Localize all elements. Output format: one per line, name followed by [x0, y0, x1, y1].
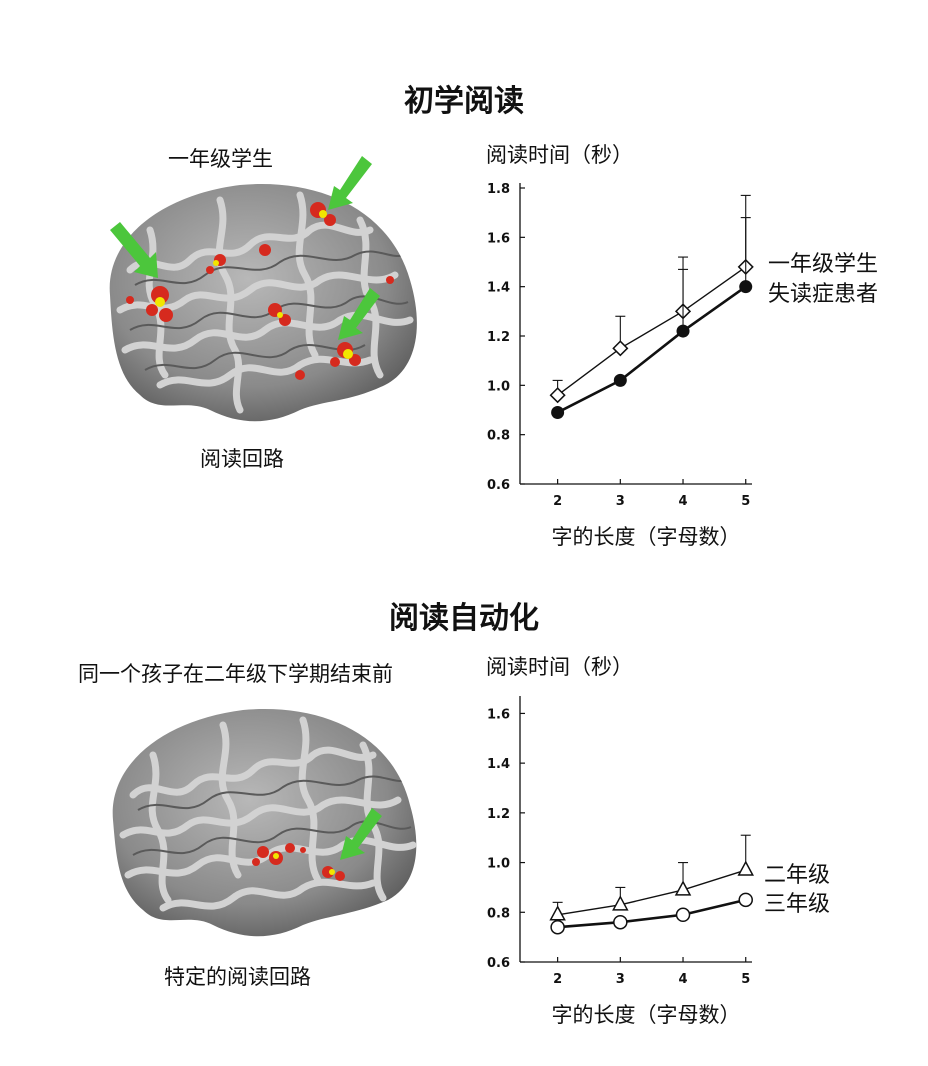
green-arrow-icon: [340, 808, 382, 860]
series-line-2: [557, 898, 747, 929]
y-tick-label: 1.6: [487, 231, 510, 246]
x-tick-label: 3: [616, 972, 625, 987]
brain-image-top: [109, 184, 417, 422]
x-axis-label: 字的长度（字母数）: [552, 1003, 741, 1027]
y-tick-label: 1.2: [487, 807, 510, 822]
section-title-bottom: 阅读自动化: [389, 601, 539, 636]
y-tick-label: 1.2: [487, 330, 510, 345]
brain-caption-bottom-1: 同一个孩子在二年级下学期结束前: [78, 662, 393, 686]
data-point: [738, 892, 753, 908]
legend-bottom-2: 三年级: [764, 892, 831, 917]
series-line-1: [557, 869, 746, 916]
x-tick-label: 4: [679, 972, 688, 987]
data-point: [612, 340, 629, 357]
legend-top-1: 一年级学生: [768, 252, 879, 277]
y-axis-label: 阅读时间（秒）: [486, 143, 633, 167]
y-axis-label: 阅读时间（秒）: [486, 655, 633, 679]
arrow-bottom: [340, 808, 382, 860]
y-tick-label: 1.6: [487, 707, 510, 722]
brain-caption-top-2: 阅读回路: [200, 447, 284, 471]
y-tick-label: 0.6: [487, 956, 510, 971]
legend-top-2: 失读症患者: [768, 282, 879, 307]
x-tick-label: 2: [553, 494, 562, 509]
y-tick-label: 0.8: [487, 429, 510, 444]
series-line-2: [557, 285, 747, 414]
x-tick-label: 5: [741, 494, 750, 509]
green-arrow-icon: [110, 222, 158, 278]
series-line-1: [557, 266, 747, 396]
data-point: [674, 880, 692, 896]
y-tick-label: 1.8: [487, 182, 510, 197]
data-point: [676, 324, 690, 338]
data-point: [551, 405, 565, 419]
data-point: [549, 387, 566, 404]
y-tick-label: 0.6: [487, 478, 510, 493]
green-arrow-icon: [338, 288, 380, 340]
y-tick-label: 1.0: [487, 379, 510, 394]
x-tick-label: 4: [679, 494, 688, 509]
section-title-top: 初学阅读: [404, 84, 524, 119]
data-point: [675, 907, 691, 923]
y-tick-label: 1.0: [487, 857, 510, 872]
green-arrow-icon: [328, 156, 372, 210]
brain-caption-bottom-2: 特定的阅读回路: [164, 965, 311, 989]
arrows-top: [110, 156, 380, 340]
chart-top: 阅读时间（秒） 0.6 0.8 1.0 1.2 1.4 1.6 1.8 2 3 4 5 字的长度（字母数…: [486, 143, 754, 549]
x-tick-label: 5: [741, 972, 750, 987]
data-point: [550, 919, 565, 935]
data-point: [549, 905, 566, 921]
data-point: [613, 373, 627, 387]
data-point: [612, 895, 629, 911]
y-tick-label: 1.4: [487, 757, 510, 772]
legend-bottom-1: 二年级: [764, 863, 831, 888]
data-point: [613, 914, 628, 930]
x-axis-label: 字的长度（字母数）: [552, 525, 741, 549]
y-tick-label: 0.8: [487, 906, 510, 921]
x-tick-label: 2: [553, 972, 562, 987]
data-point: [737, 860, 754, 876]
x-tick-label: 3: [616, 494, 625, 509]
y-tick-label: 1.4: [487, 281, 510, 296]
data-point: [739, 280, 753, 294]
brain-caption-top-1: 一年级学生: [168, 147, 273, 171]
brain-image-bottom: [112, 709, 417, 937]
chart-bottom: 阅读时间（秒） 0.6 0.8 1.0 1.2 1.4 1.6 2 3 4 5 字的长度（字母数）: [486, 655, 754, 1027]
